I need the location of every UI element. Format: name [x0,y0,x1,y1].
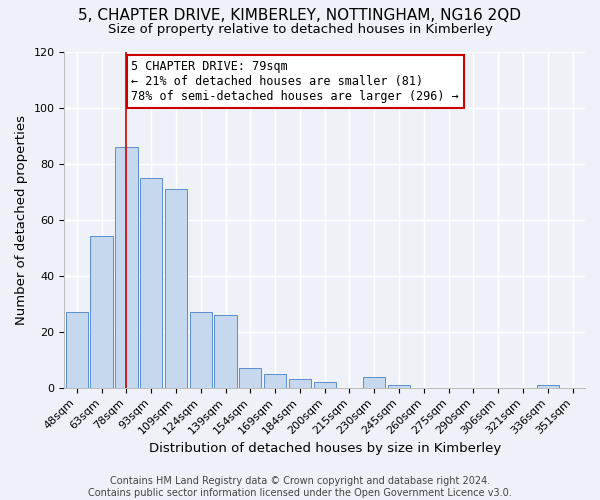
X-axis label: Distribution of detached houses by size in Kimberley: Distribution of detached houses by size … [149,442,501,455]
Bar [214,315,236,388]
Bar [388,385,410,388]
Bar [115,147,137,388]
Bar [190,312,212,388]
Bar [314,382,336,388]
Y-axis label: Number of detached properties: Number of detached properties [15,114,28,324]
Text: Contains HM Land Registry data © Crown copyright and database right 2024.
Contai: Contains HM Land Registry data © Crown c… [88,476,512,498]
Bar [165,189,187,388]
Bar [536,385,559,388]
Bar [239,368,262,388]
Bar [91,236,113,388]
Text: 5 CHAPTER DRIVE: 79sqm
← 21% of detached houses are smaller (81)
78% of semi-det: 5 CHAPTER DRIVE: 79sqm ← 21% of detached… [131,60,459,103]
Text: Size of property relative to detached houses in Kimberley: Size of property relative to detached ho… [107,22,493,36]
Bar [65,312,88,388]
Bar [140,178,163,388]
Text: 5, CHAPTER DRIVE, KIMBERLEY, NOTTINGHAM, NG16 2QD: 5, CHAPTER DRIVE, KIMBERLEY, NOTTINGHAM,… [79,8,521,22]
Bar [363,376,385,388]
Bar [289,380,311,388]
Bar [264,374,286,388]
